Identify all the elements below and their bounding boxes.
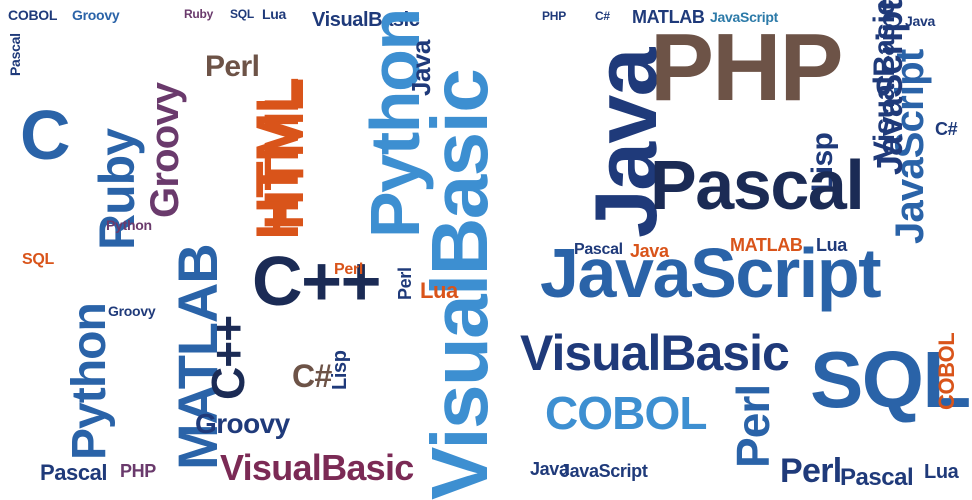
cloud-word: MATLAB (632, 7, 705, 27)
cloud-word: VisualBasic (868, 0, 901, 162)
cloud-word: PHP (120, 461, 156, 481)
cloud-word: Python (106, 217, 152, 233)
cloud-word: COBOL (934, 332, 959, 410)
cloud-word: JavaScript (560, 461, 648, 481)
cloud-word: MATLAB (730, 235, 803, 255)
cloud-word: Groovy (143, 82, 187, 218)
cloud-word: Java (530, 459, 569, 479)
cloud-word: Perl (334, 261, 363, 278)
cloud-word: Lisp (329, 350, 351, 390)
cloud-word: Java (630, 241, 669, 261)
cloud-word: C# (292, 358, 332, 394)
cloud-word: Lua (924, 461, 959, 483)
cloud-word: VisualBasic (520, 325, 790, 381)
cloud-word: HTML (252, 78, 315, 230)
cloud-word: Groovy (108, 303, 156, 319)
cloud-word: JavaScript (710, 9, 779, 25)
cloud-word: Pascal (574, 241, 623, 258)
cloud-word: C++ (252, 242, 382, 320)
cloud-word: Perl (727, 384, 779, 468)
cloud-word: C# (935, 119, 958, 139)
cloud-word: Pascal (7, 33, 23, 76)
cloud-word: C++ (202, 315, 254, 400)
cloud-word: Groovy (72, 7, 120, 23)
cloud-word: Ruby (184, 7, 214, 21)
cloud-word: SQL (810, 335, 971, 424)
cloud-word: Pascal (650, 146, 865, 224)
cloud-word: Lua (420, 278, 458, 303)
cloud-word: VisualBasic (220, 447, 414, 488)
cloud-word: Perl (780, 452, 842, 490)
cloud-word: PHP (650, 14, 844, 121)
cloud-word: VisualBasic (312, 9, 420, 31)
cloud-word: SQL (22, 251, 54, 268)
cloud-word: COBOL (545, 387, 707, 439)
cloud-word: Pascal (840, 464, 914, 491)
cloud-word: Perl (205, 50, 260, 83)
cloud-word: Java (905, 13, 936, 29)
cloud-word: C (20, 96, 71, 174)
cloud-word: PHP (542, 9, 566, 23)
cloud-word: Lua (262, 6, 287, 22)
cloud-word: Java (406, 40, 436, 96)
cloud-word: Perl (395, 267, 415, 300)
cloud-word: JavaScript (540, 234, 882, 312)
cloud-word: Lua (816, 235, 847, 255)
cloud-word: SQL (230, 7, 254, 21)
cloud-word: Python (63, 303, 116, 460)
cloud-word: Pascal (40, 460, 108, 485)
cloud-word: C# (595, 9, 610, 23)
cloud-word: COBOL (8, 7, 58, 23)
cloud-word: Groovy (195, 408, 290, 439)
